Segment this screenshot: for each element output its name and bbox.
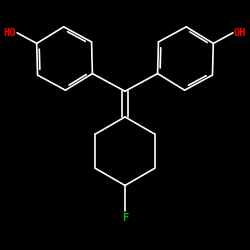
Text: HO: HO [4,28,16,38]
Text: OH: OH [234,28,246,38]
Text: F: F [122,213,128,223]
